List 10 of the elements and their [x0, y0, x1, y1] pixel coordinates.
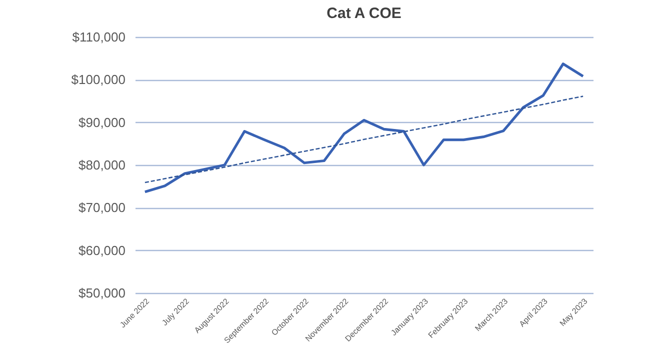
line-series [144, 96, 584, 184]
y-tick-label: $90,000 [78, 114, 126, 130]
chart-title: Cat A COE [326, 5, 402, 22]
y-tick-label: $110,000 [72, 30, 126, 44]
y-tick-label: $60,000 [78, 242, 126, 258]
line-series [144, 62, 584, 194]
y-tick-label: $100,000 [71, 72, 126, 88]
y-tick-label: $70,000 [78, 200, 126, 216]
y-tick-label: $80,000 [78, 158, 126, 172]
y-tick-label: $50,000 [78, 286, 126, 300]
